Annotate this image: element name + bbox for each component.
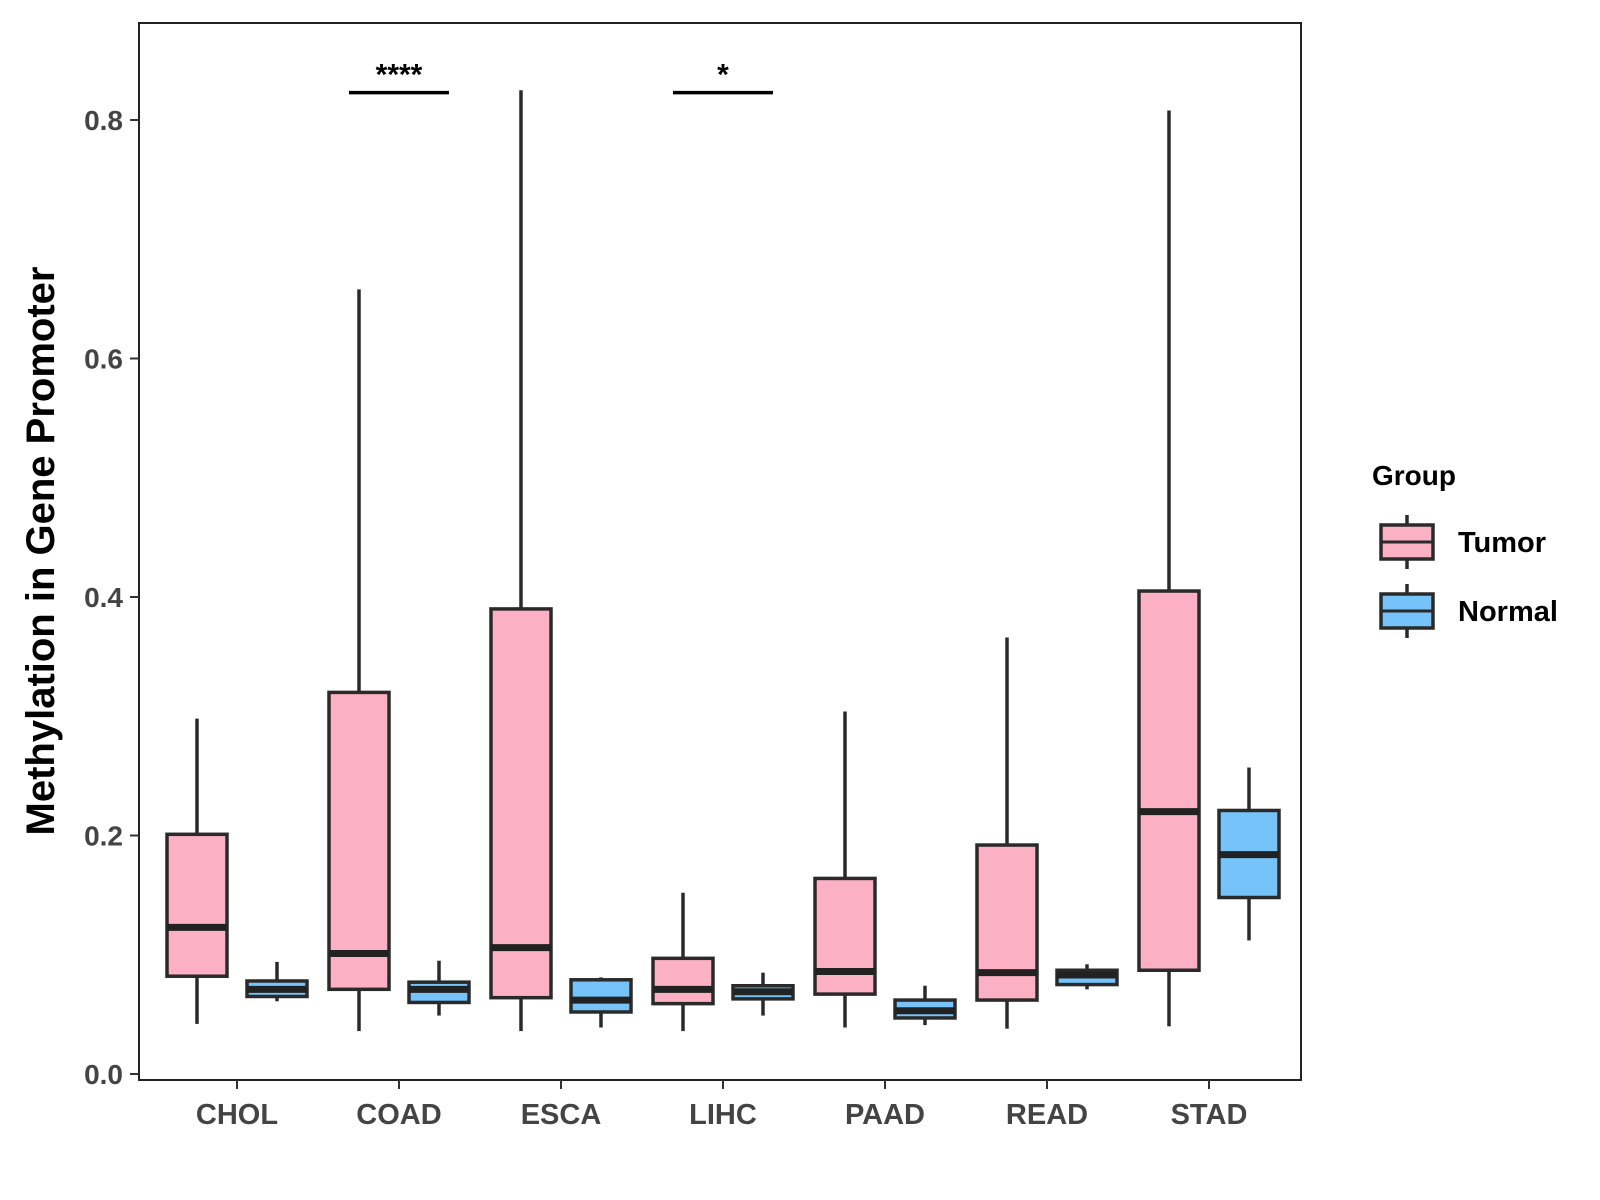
x-axis: CHOL COAD ESCA LIHC PAAD READ STAD xyxy=(196,1080,1247,1131)
normal-box-chol xyxy=(245,961,309,1002)
box-body xyxy=(813,876,877,996)
box-body xyxy=(1137,589,1201,973)
tumor-box-coad xyxy=(327,289,391,1032)
legend-item-tumor: Tumor xyxy=(1379,515,1546,569)
legend-item-normal: Normal xyxy=(1379,584,1558,638)
y-axis-title: Methylation in Gene Promoter xyxy=(19,267,63,836)
x-tick-label: COAD xyxy=(356,1099,441,1131)
normal-box-esca xyxy=(569,977,633,1028)
box-series-group xyxy=(165,90,1281,1032)
x-tick-label: READ xyxy=(1006,1099,1088,1131)
significance-label: **** xyxy=(376,59,423,92)
y-tick-label: 0.4 xyxy=(84,582,123,613)
box-body xyxy=(569,978,633,1014)
tumor-box-esca xyxy=(489,90,553,1032)
tumor-box-stad xyxy=(1137,110,1201,1027)
normal-box-coad xyxy=(407,960,471,1016)
tumor-box-lihc xyxy=(651,892,715,1032)
box-body xyxy=(651,956,715,1006)
x-tick-label: ESCA xyxy=(521,1099,602,1131)
significance-annotations: **** * xyxy=(349,59,773,95)
x-tick-label: LIHC xyxy=(689,1099,757,1131)
x-tick-label: STAD xyxy=(1171,1099,1248,1131)
y-tick-label: 0.2 xyxy=(84,821,123,852)
tumor-box-paad xyxy=(813,711,877,1028)
box-body xyxy=(327,690,391,992)
y-tick-label: 0.8 xyxy=(84,105,123,136)
tumor-box-read xyxy=(975,637,1039,1029)
box-body xyxy=(165,832,229,978)
tumor-box-chol xyxy=(165,718,229,1024)
x-tick-label: PAAD xyxy=(845,1099,925,1131)
legend-label: Tumor xyxy=(1458,527,1546,559)
legend-label: Normal xyxy=(1458,596,1558,628)
y-tick-label: 0.6 xyxy=(84,344,123,375)
y-tick-label: 0.0 xyxy=(84,1059,123,1090)
legend-title: Group xyxy=(1372,460,1456,491)
significance-label: * xyxy=(717,59,729,92)
normal-box-read xyxy=(1055,964,1119,990)
box-body xyxy=(489,607,553,1000)
x-tick-label: CHOL xyxy=(196,1099,278,1131)
normal-box-stad xyxy=(1217,767,1281,941)
plot-panel-border xyxy=(138,22,1302,1081)
normal-box-paad xyxy=(893,985,957,1026)
legend: Group Tumor Normal xyxy=(1372,460,1558,638)
normal-box-lihc xyxy=(731,972,795,1016)
y-axis: 0.0 0.2 0.4 0.6 0.8 xyxy=(84,105,139,1090)
box-body xyxy=(975,843,1039,1002)
